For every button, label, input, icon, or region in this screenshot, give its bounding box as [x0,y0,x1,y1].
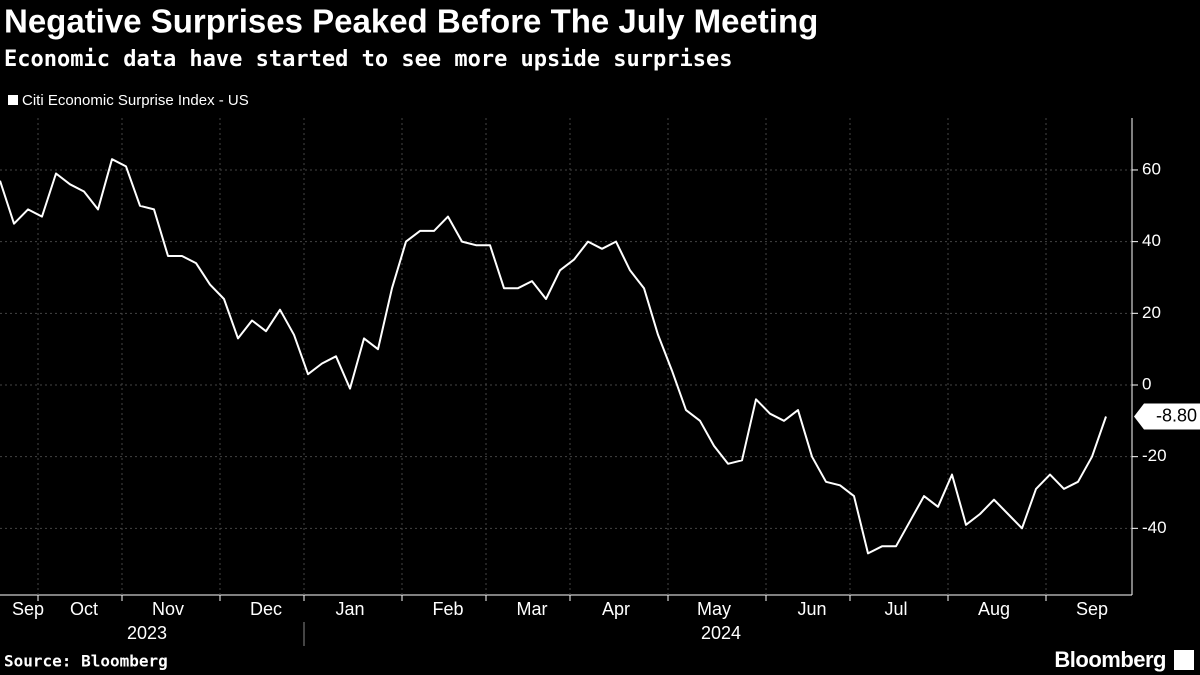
y-tick-label: 20 [1142,303,1161,322]
legend-swatch [8,95,18,105]
line-series [0,158,1107,555]
legend-label: Citi Economic Surprise Index - US [22,92,249,109]
x-tick-label: Dec [250,599,282,619]
value-label: -8.80 [1156,405,1197,425]
x-tick-label: Jul [884,599,907,619]
x-tick-label: May [697,599,731,619]
year-label: 2024 [701,623,741,643]
x-tick-label: Sep [12,599,44,619]
x-tick-label: Apr [602,599,630,619]
chart-title: Negative Surprises Peaked Before The Jul… [4,3,818,40]
brand: Bloomberg [1054,647,1166,672]
y-tick-label: -40 [1142,518,1167,537]
x-tick-label: Oct [70,599,98,619]
value-label-box [1134,403,1200,430]
y-tick-label: -20 [1142,446,1167,465]
x-tick-label: Feb [432,599,463,619]
x-tick-label: Sep [1076,599,1108,619]
chart-subtitle: Economic data have started to see more u… [4,47,732,72]
year-label: 2023 [127,623,167,643]
x-tick-label: Jan [335,599,364,619]
x-tick-label: Nov [152,599,184,619]
y-tick-label: 40 [1142,231,1161,250]
x-tick-label: Aug [978,599,1010,619]
x-tick-label: Jun [797,599,826,619]
source: Source: Bloomberg [4,652,168,671]
y-tick-label: 0 [1142,374,1151,393]
y-tick-label: 60 [1142,159,1161,178]
brand-icon [1174,650,1194,670]
x-tick-label: Mar [517,599,548,619]
